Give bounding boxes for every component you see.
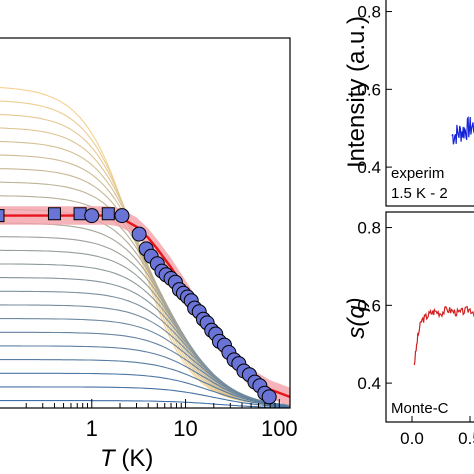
sq-legend: Monte-C	[391, 400, 449, 417]
circle-marker	[114, 208, 130, 224]
x-tick-label: 100	[261, 416, 298, 441]
square-marker	[73, 207, 87, 221]
x-tick-label: 0.0	[400, 429, 424, 448]
intensity-legend-line2: 1.5 K - 2	[391, 185, 448, 202]
y-tick-label: 0.4	[357, 158, 381, 177]
sq-y-ticks: 0.4 0.6 0.8	[357, 219, 392, 393]
circle-marker	[261, 389, 277, 405]
y-tick-label: 0.4	[357, 374, 381, 393]
family-curve	[0, 304, 290, 406]
x-axis-label: T (K)	[100, 445, 153, 472]
intensity-legend-line1: experim	[391, 165, 444, 182]
y-tick-label: 0.8	[357, 219, 381, 238]
sq-series	[413, 305, 474, 366]
family-curve	[0, 277, 290, 406]
family-curve	[0, 331, 290, 406]
specific-heat-chart: 1 10 100 T (K)	[0, 37, 298, 472]
intensity-series	[451, 115, 474, 145]
data-points	[0, 207, 277, 405]
family-curve	[0, 345, 290, 407]
y-tick-label: 0.8	[357, 3, 381, 22]
x-tick-label: 10	[173, 416, 197, 441]
plot-frame	[0, 37, 291, 409]
family-curve	[0, 400, 290, 408]
family-curve	[0, 359, 290, 407]
family-curve	[0, 372, 290, 407]
sq-panel: s(q) 0.4 0.6 0.8 0.0 0.5 Monte-C	[343, 211, 474, 448]
circle-marker	[131, 226, 147, 242]
x-tick-label: 1	[86, 416, 98, 441]
family-curve	[0, 263, 290, 406]
intensity-panel: Intensity (a.u.) 0.4 0.6 0.8 experim 1.5 K…	[343, 0, 474, 207]
intensity-frame	[385, 0, 474, 207]
circle-marker	[84, 208, 100, 224]
intensity-y-label: Intensity (a.u.)	[343, 16, 370, 168]
intensity-y-ticks: 0.4 0.6 0.8	[357, 3, 392, 177]
sq-x-ticks: 0.0 0.5	[400, 416, 474, 448]
family-curve	[0, 318, 290, 406]
sq-frame	[385, 211, 474, 423]
x-tick-label: 0.5	[458, 429, 474, 448]
y-tick-label: 0.6	[357, 296, 381, 315]
x-axis-label-unit: (K)	[115, 445, 154, 472]
y-tick-label: 0.6	[357, 80, 381, 99]
x-axis-label-symbol: T	[100, 445, 117, 472]
sq-y-label: s(q)	[343, 297, 370, 338]
family-curve	[0, 386, 290, 408]
square-marker	[0, 209, 5, 223]
square-marker	[101, 207, 115, 221]
x-axis-ticks: 1 10 100	[25, 399, 298, 441]
square-marker	[47, 207, 61, 221]
